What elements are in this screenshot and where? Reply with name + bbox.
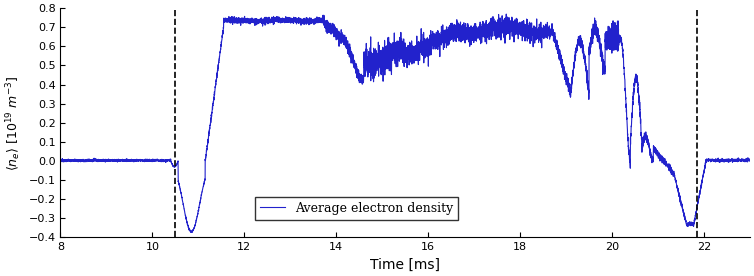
Line: Average electron density: Average electron density [60, 14, 749, 232]
Average electron density [494, 27, 503, 30]
Average electron density [90, 159, 100, 162]
Average electron density [604, 29, 613, 33]
Y-axis label: $\langle n_e \rangle \ [10^{19} \ m^{-3}]$: $\langle n_e \rangle \ [10^{19} \ m^{-3}… [5, 75, 23, 171]
Average electron density [567, 83, 576, 86]
Average electron density [464, 35, 473, 39]
X-axis label: Time [ms]: Time [ms] [370, 258, 440, 272]
Average electron density [745, 158, 754, 161]
Average electron density [305, 19, 314, 22]
Average electron density [188, 230, 197, 234]
Legend: Average electron density: Average electron density [256, 197, 458, 220]
Average electron density [56, 159, 65, 162]
Average electron density [501, 12, 510, 16]
